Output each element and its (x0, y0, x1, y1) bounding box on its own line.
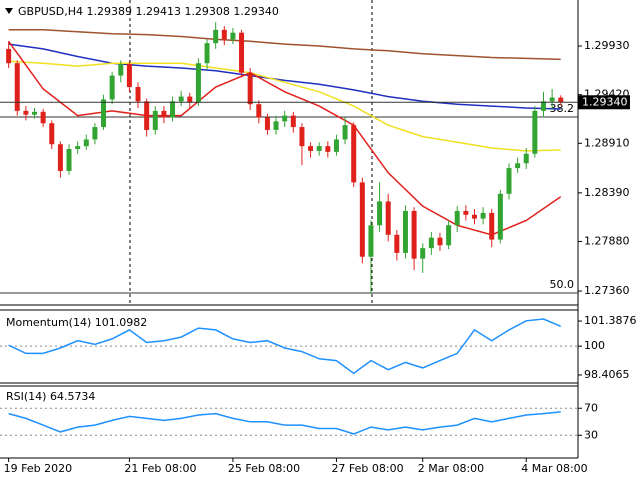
candle-body (299, 127, 305, 147)
x-tick-label: 19 Feb 2020 (4, 462, 72, 475)
indicator-line (8, 318, 561, 375)
x-tick-label: 4 Mar 08:00 (521, 462, 587, 475)
candle-body (178, 96, 184, 102)
level-label: 38.2 (550, 102, 575, 115)
candle-body (23, 110, 29, 115)
candle-body (437, 237, 443, 246)
candle-body (14, 63, 20, 111)
y-tick-label: 1.29930 (584, 39, 630, 52)
y-tick-label: 1.28910 (584, 136, 630, 149)
indicator-title: Momentum(14) 101.0982 (6, 316, 147, 329)
x-tick-label: 2 Mar 08:00 (418, 462, 484, 475)
candle-body (506, 168, 512, 194)
y-tick-label: 1.27360 (584, 284, 630, 297)
candle-body (532, 110, 538, 154)
y-tick-label: 1.27880 (584, 234, 630, 247)
y-tick-label: 101.3876 (584, 314, 637, 327)
moving-average (8, 29, 561, 61)
candle-body (351, 125, 357, 183)
y-tick-label: 98.4065 (584, 368, 630, 381)
candle-body (264, 117, 270, 130)
y-tick-label: 1.28390 (584, 186, 630, 199)
candle-body (342, 125, 348, 140)
candle-body (428, 237, 434, 249)
candle-body (420, 248, 426, 259)
candle-body (471, 214, 477, 219)
x-tick-label: 21 Feb 08:00 (124, 462, 196, 475)
candle-body (152, 110, 158, 130)
candle-body (446, 225, 452, 246)
candle-body (187, 96, 193, 103)
candle-body (221, 29, 227, 40)
candle-body (126, 64, 132, 88)
x-tick-label: 25 Feb 08:00 (228, 462, 300, 475)
y-tick-label: 30 (584, 428, 598, 441)
candle-body (558, 97, 564, 103)
candle-body (316, 146, 322, 151)
candle-body (213, 29, 219, 44)
candle-body (489, 212, 495, 240)
candle-body (385, 201, 391, 235)
candle-body (101, 99, 107, 128)
indicator-line (8, 411, 561, 435)
candle-body (109, 75, 115, 100)
candle-body (515, 163, 521, 169)
candle-body (497, 193, 503, 240)
candle-body (308, 146, 314, 151)
candle-body (333, 139, 339, 152)
y-tick-label: 100 (584, 339, 605, 352)
x-tick-label: 27 Feb 08:00 (331, 462, 403, 475)
candle-body (6, 48, 12, 64)
candle-body (230, 32, 236, 40)
candle-body (118, 64, 124, 76)
candle-body (75, 146, 81, 149)
y-tick-label: 70 (584, 401, 598, 414)
candle-body (247, 72, 253, 105)
candle-body (454, 210, 460, 226)
candle-body (549, 97, 555, 102)
candle-body (144, 101, 150, 130)
candle-body (32, 111, 38, 115)
candle-body (161, 110, 167, 118)
candle-body (282, 115, 288, 122)
candle-body (290, 115, 296, 128)
candle-body (170, 101, 176, 118)
candle-body (402, 210, 408, 253)
candle-body (480, 212, 486, 219)
candle-body (57, 144, 63, 171)
price-box (578, 95, 630, 110)
level-label: 50.0 (550, 278, 575, 291)
candle-body (195, 63, 201, 103)
candle-body (135, 87, 141, 102)
candle-body (204, 43, 210, 64)
candle-body (377, 201, 383, 226)
candle-body (359, 182, 365, 257)
moving-average (8, 60, 561, 152)
candle-body (239, 32, 245, 73)
symbol-icon (5, 8, 13, 14)
candle-body (66, 148, 72, 171)
candle-body (83, 139, 89, 147)
candle-body (523, 153, 529, 164)
candle-body (540, 101, 546, 111)
moving-average (7, 40, 562, 236)
candle-body (394, 234, 400, 253)
indicator-title: RSI(14) 64.5734 (6, 390, 95, 403)
candle-body (325, 146, 331, 152)
moving-average (8, 43, 561, 110)
candle-body (368, 225, 374, 257)
candle-body (273, 121, 279, 130)
candle-body (256, 104, 262, 118)
chart-title: GBPUSD,H4 1.29389 1.29413 1.29308 1.2934… (18, 5, 279, 18)
candle-body (92, 127, 98, 140)
price-label: 1.29340 (582, 95, 628, 108)
candle-body (49, 123, 55, 145)
candle-body (463, 210, 469, 215)
candle-body (411, 210, 417, 259)
candle-body (40, 111, 46, 124)
